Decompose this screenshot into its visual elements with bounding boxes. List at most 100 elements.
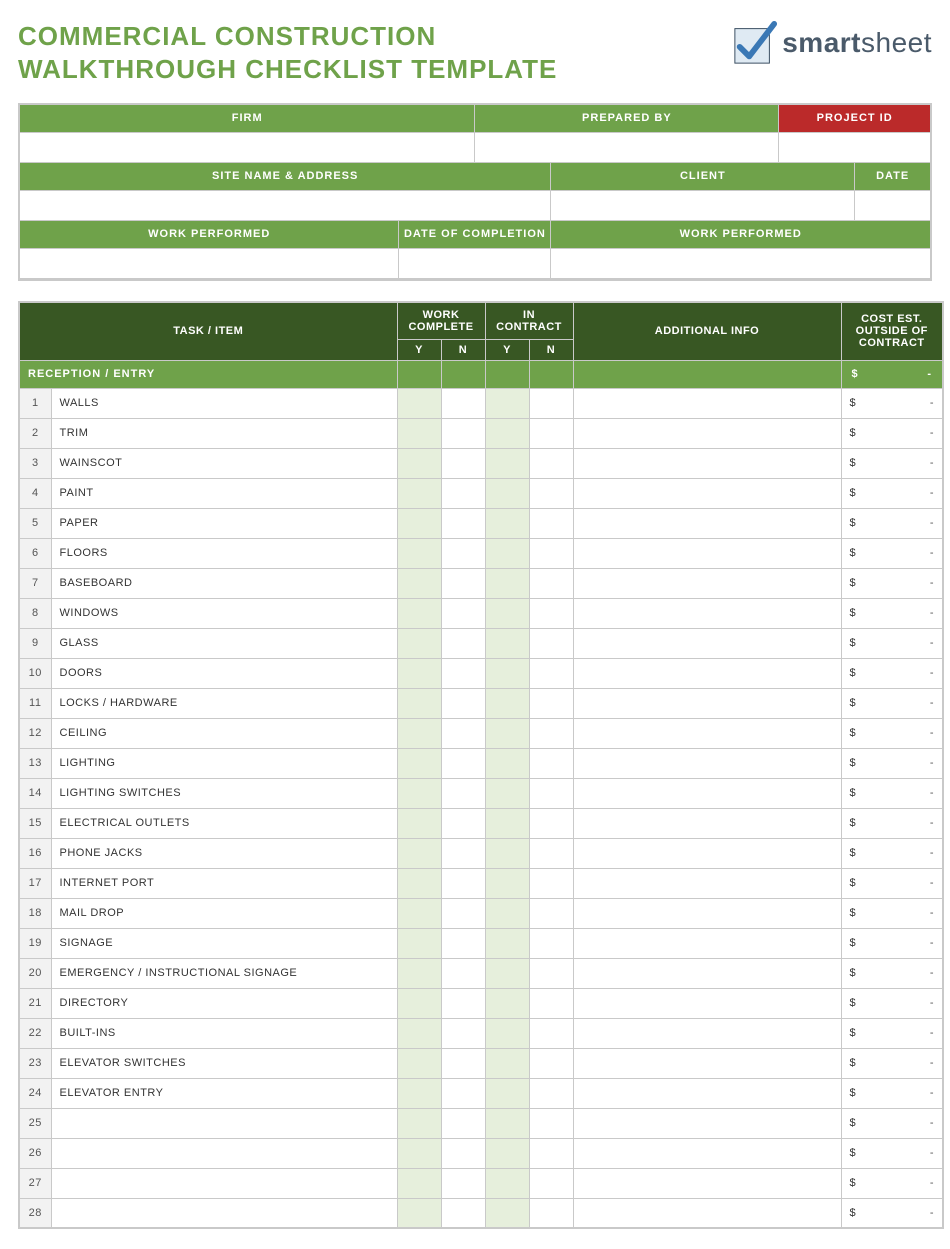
wc-y-cell[interactable]: [397, 1048, 441, 1078]
ic-y-cell[interactable]: [485, 748, 529, 778]
ic-n-cell[interactable]: [529, 628, 573, 658]
ic-y-cell[interactable]: [485, 538, 529, 568]
ic-n-cell[interactable]: [529, 508, 573, 538]
info-cell[interactable]: [573, 538, 841, 568]
cost-cell[interactable]: $-: [841, 718, 943, 748]
ic-n-cell[interactable]: [529, 868, 573, 898]
ic-n-cell[interactable]: [529, 958, 573, 988]
ic-y-cell[interactable]: [485, 1018, 529, 1048]
ic-n-cell[interactable]: [529, 1018, 573, 1048]
meta-site-input[interactable]: [19, 190, 551, 220]
wc-n-cell[interactable]: [441, 568, 485, 598]
ic-y-cell[interactable]: [485, 1078, 529, 1108]
info-cell[interactable]: [573, 658, 841, 688]
info-cell[interactable]: [573, 598, 841, 628]
wc-n-cell[interactable]: [441, 598, 485, 628]
info-cell[interactable]: [573, 478, 841, 508]
ic-y-cell[interactable]: [485, 568, 529, 598]
meta-projectid-input[interactable]: [779, 132, 931, 162]
ic-n-cell[interactable]: [529, 988, 573, 1018]
meta-preparedby-input[interactable]: [475, 132, 779, 162]
cost-cell[interactable]: $-: [841, 1198, 943, 1228]
wc-y-cell[interactable]: [397, 448, 441, 478]
cost-cell[interactable]: $-: [841, 478, 943, 508]
wc-y-cell[interactable]: [397, 868, 441, 898]
wc-y-cell[interactable]: [397, 1078, 441, 1108]
meta-work2-input[interactable]: [551, 248, 931, 278]
ic-y-cell[interactable]: [485, 508, 529, 538]
ic-y-cell[interactable]: [485, 958, 529, 988]
cost-cell[interactable]: $-: [841, 1018, 943, 1048]
ic-n-cell[interactable]: [529, 1168, 573, 1198]
ic-y-cell[interactable]: [485, 718, 529, 748]
wc-n-cell[interactable]: [441, 448, 485, 478]
wc-n-cell[interactable]: [441, 718, 485, 748]
ic-y-cell[interactable]: [485, 658, 529, 688]
wc-y-cell[interactable]: [397, 688, 441, 718]
ic-y-cell[interactable]: [485, 988, 529, 1018]
cost-cell[interactable]: $-: [841, 748, 943, 778]
cost-cell[interactable]: $-: [841, 568, 943, 598]
cost-cell[interactable]: $-: [841, 1108, 943, 1138]
cost-cell[interactable]: $-: [841, 448, 943, 478]
wc-n-cell[interactable]: [441, 928, 485, 958]
wc-y-cell[interactable]: [397, 598, 441, 628]
wc-n-cell[interactable]: [441, 1168, 485, 1198]
cost-cell[interactable]: $-: [841, 838, 943, 868]
info-cell[interactable]: [573, 418, 841, 448]
ic-y-cell[interactable]: [485, 868, 529, 898]
wc-y-cell[interactable]: [397, 1018, 441, 1048]
wc-n-cell[interactable]: [441, 658, 485, 688]
wc-y-cell[interactable]: [397, 628, 441, 658]
ic-n-cell[interactable]: [529, 1108, 573, 1138]
cost-cell[interactable]: $-: [841, 1168, 943, 1198]
cost-cell[interactable]: $-: [841, 958, 943, 988]
cost-cell[interactable]: $-: [841, 808, 943, 838]
info-cell[interactable]: [573, 1198, 841, 1228]
cost-cell[interactable]: $-: [841, 1048, 943, 1078]
wc-y-cell[interactable]: [397, 538, 441, 568]
wc-y-cell[interactable]: [397, 1138, 441, 1168]
cost-cell[interactable]: $-: [841, 688, 943, 718]
ic-y-cell[interactable]: [485, 418, 529, 448]
ic-y-cell[interactable]: [485, 598, 529, 628]
cost-cell[interactable]: $-: [841, 898, 943, 928]
ic-y-cell[interactable]: [485, 808, 529, 838]
wc-y-cell[interactable]: [397, 568, 441, 598]
wc-n-cell[interactable]: [441, 778, 485, 808]
ic-y-cell[interactable]: [485, 628, 529, 658]
cost-cell[interactable]: $-: [841, 658, 943, 688]
wc-n-cell[interactable]: [441, 1108, 485, 1138]
info-cell[interactable]: [573, 688, 841, 718]
ic-n-cell[interactable]: [529, 1078, 573, 1108]
info-cell[interactable]: [573, 1048, 841, 1078]
ic-y-cell[interactable]: [485, 898, 529, 928]
cost-cell[interactable]: $-: [841, 868, 943, 898]
wc-n-cell[interactable]: [441, 988, 485, 1018]
info-cell[interactable]: [573, 388, 841, 418]
cost-cell[interactable]: $-: [841, 1138, 943, 1168]
wc-n-cell[interactable]: [441, 388, 485, 418]
info-cell[interactable]: [573, 898, 841, 928]
cost-cell[interactable]: $-: [841, 598, 943, 628]
cost-cell[interactable]: $-: [841, 418, 943, 448]
ic-n-cell[interactable]: [529, 658, 573, 688]
info-cell[interactable]: [573, 838, 841, 868]
ic-n-cell[interactable]: [529, 928, 573, 958]
cost-cell[interactable]: $-: [841, 928, 943, 958]
ic-n-cell[interactable]: [529, 418, 573, 448]
ic-y-cell[interactable]: [485, 838, 529, 868]
ic-y-cell[interactable]: [485, 1138, 529, 1168]
ic-n-cell[interactable]: [529, 568, 573, 598]
wc-y-cell[interactable]: [397, 478, 441, 508]
wc-y-cell[interactable]: [397, 508, 441, 538]
ic-n-cell[interactable]: [529, 898, 573, 928]
wc-n-cell[interactable]: [441, 508, 485, 538]
wc-y-cell[interactable]: [397, 418, 441, 448]
info-cell[interactable]: [573, 1138, 841, 1168]
info-cell[interactable]: [573, 628, 841, 658]
wc-y-cell[interactable]: [397, 958, 441, 988]
ic-n-cell[interactable]: [529, 808, 573, 838]
wc-y-cell[interactable]: [397, 1108, 441, 1138]
meta-firm-input[interactable]: [19, 132, 475, 162]
